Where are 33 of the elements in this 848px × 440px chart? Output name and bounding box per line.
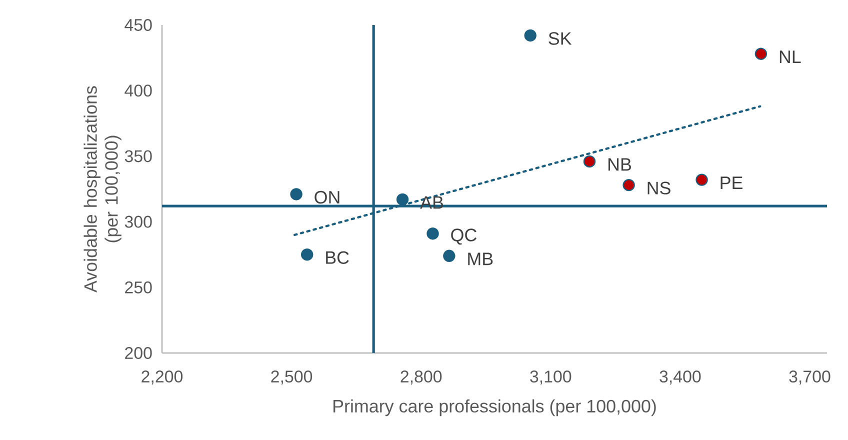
point: [396, 193, 409, 206]
annotation: NB: [608, 158, 631, 171]
annotation: PE: [720, 176, 742, 189]
annotation: BC: [326, 251, 349, 264]
annotation: SK: [548, 32, 572, 45]
point: [583, 155, 596, 168]
x-tick-label: 2,500: [271, 370, 312, 385]
y-tick-label: 250: [125, 281, 152, 294]
point: [300, 248, 314, 261]
x-tick-label: 2,200: [142, 370, 183, 385]
point: [426, 228, 439, 240]
point: [290, 188, 302, 200]
annotation: MB: [468, 252, 493, 266]
x-tick-label: 3,400: [660, 370, 701, 385]
annotation: NL: [780, 50, 801, 64]
point: [524, 29, 536, 42]
point: [754, 48, 768, 60]
annotation: NS: [648, 182, 670, 194]
y-tick-label: 200: [125, 347, 152, 359]
x-tick-label: 3,100: [530, 370, 572, 385]
y-tick-label: 300: [124, 216, 152, 228]
annotation: QC: [451, 228, 476, 245]
x-tick-label: 2,800: [400, 370, 442, 385]
y-tick-label: 350: [124, 150, 152, 162]
y-tick-label: 450: [124, 19, 152, 31]
y-axis-title: Avoidable hospitalizations (per 100,000): [84, 86, 122, 292]
point: [622, 178, 635, 192]
point: [696, 174, 708, 186]
point: [443, 250, 456, 262]
x-axis-title: Primary care professionals (per 100,000): [334, 399, 656, 416]
annotation: ON: [314, 190, 340, 204]
x-tick-label: 3,700: [789, 370, 830, 385]
y-tick-label: 400: [124, 84, 152, 97]
